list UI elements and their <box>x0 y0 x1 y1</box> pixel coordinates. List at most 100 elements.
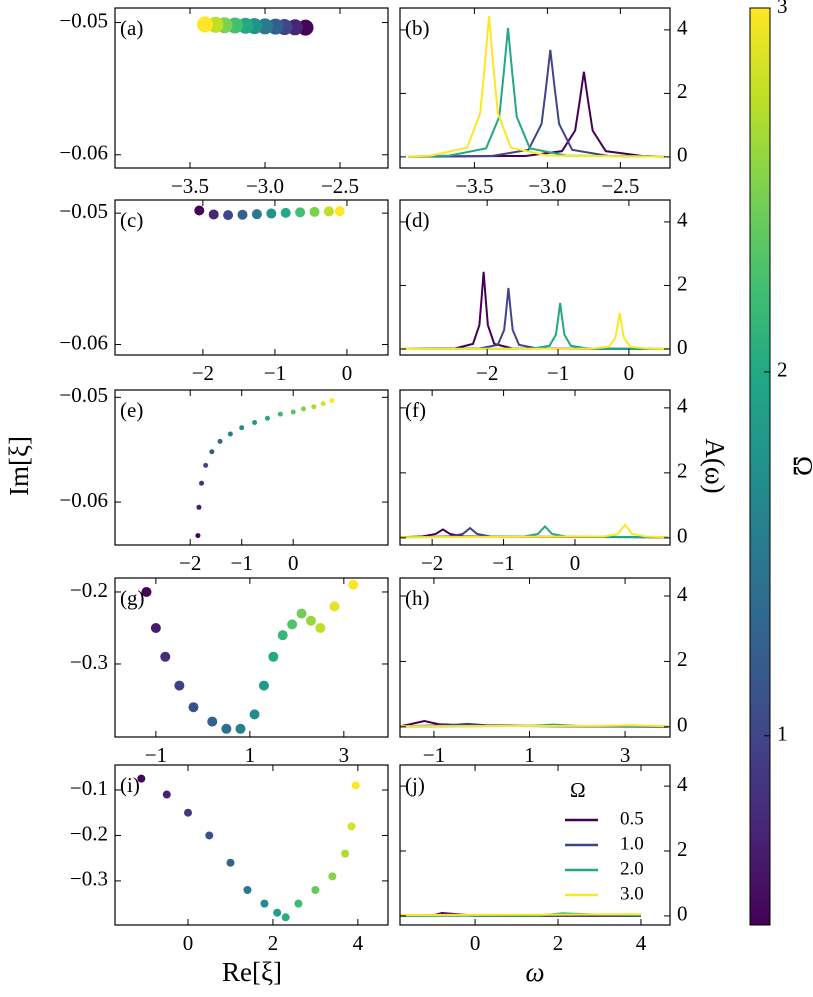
point <box>348 579 359 590</box>
plot-area <box>194 205 345 221</box>
frame <box>399 764 671 926</box>
x-tick-label: −3.5 <box>455 174 493 198</box>
point <box>320 401 326 407</box>
point <box>311 404 317 410</box>
y-tick-label: 4 <box>677 772 688 796</box>
x-tick-label: 3 <box>339 743 350 767</box>
x-tick-label: 3 <box>620 743 631 767</box>
point <box>217 438 223 444</box>
point <box>223 210 234 221</box>
line <box>402 271 668 350</box>
point <box>137 774 146 783</box>
point <box>205 831 214 840</box>
panel-label: (j) <box>405 773 425 797</box>
line <box>400 523 668 539</box>
point <box>334 206 345 217</box>
x-tick-label: −2.5 <box>321 174 359 198</box>
panel: −3.5 −3.0 −2.5 0 2 4 (b) <box>399 7 688 198</box>
panel-label: (g) <box>120 586 145 610</box>
x-tick-label: 2 <box>553 931 564 955</box>
point <box>141 586 152 597</box>
plot-area <box>137 774 360 922</box>
y-tick-label: 4 <box>677 394 688 418</box>
frame <box>114 389 389 546</box>
point <box>315 622 326 633</box>
line <box>402 287 668 350</box>
point <box>184 808 193 817</box>
panel-label: (i) <box>120 773 140 797</box>
y-tick-label: −0.3 <box>70 867 108 891</box>
x-tick-label: 0 <box>183 931 194 955</box>
y-tick-label: −0.1 <box>70 776 108 800</box>
plot-area <box>402 271 668 350</box>
colorbar-tick-label: 2 <box>777 358 788 382</box>
y-tick-label: 4 <box>677 208 688 232</box>
y-tick-label: 0 <box>677 902 688 926</box>
point <box>221 723 232 734</box>
line <box>402 302 668 350</box>
line <box>400 724 669 728</box>
y-tick-label: −0.06 <box>59 488 108 512</box>
x-tick-label: 4 <box>353 931 364 955</box>
panel-label: (f) <box>405 398 426 422</box>
point <box>162 790 171 799</box>
point <box>174 680 185 691</box>
y-tick-label: −0.3 <box>70 650 108 674</box>
point <box>208 209 219 220</box>
line <box>402 312 668 350</box>
frame <box>114 7 389 169</box>
x-tick-label: −1 <box>492 551 514 575</box>
x-tick-label: −3.5 <box>171 174 209 198</box>
x-tick-label: −2.5 <box>601 174 639 198</box>
point <box>251 209 262 220</box>
point <box>203 462 209 468</box>
point <box>194 205 205 216</box>
y-tick-label: −0.05 <box>59 8 108 32</box>
point <box>329 397 335 403</box>
x-tick-label: −2 <box>421 551 443 575</box>
panel: −1 1 3 −0.3 −0.2 (g) <box>70 577 389 767</box>
point <box>150 622 161 633</box>
x-tick-label: −2 <box>179 551 201 575</box>
panel-label: (h) <box>405 586 430 610</box>
y-tick-label: −0.2 <box>70 578 108 602</box>
frame <box>399 7 671 169</box>
point <box>329 601 340 612</box>
point <box>237 209 248 220</box>
x-tick-label: −3.0 <box>528 174 566 198</box>
point <box>239 425 245 431</box>
point <box>301 406 307 412</box>
point <box>294 899 303 908</box>
x-axis-label: ω <box>525 957 544 987</box>
plot-area <box>408 15 665 158</box>
point <box>195 533 201 539</box>
x-axis-label: Re[ξ] <box>222 957 282 987</box>
legend: Ω 0.5 1.0 2.0 3.0 <box>565 778 644 904</box>
point <box>235 723 246 734</box>
line <box>400 913 641 916</box>
panel: −2 −1 0 −0.06 −0.05 (c) <box>59 199 389 385</box>
point <box>196 504 202 510</box>
point <box>309 206 320 217</box>
panel-label: (b) <box>405 16 430 40</box>
colorbar-tick-label: 1 <box>777 722 788 746</box>
x-tick-label: −2 <box>192 361 214 385</box>
y-tick-label: 2 <box>677 271 688 295</box>
legend-label: 0.5 <box>620 808 644 829</box>
point <box>281 913 290 922</box>
y-tick-label: 0 <box>677 524 688 548</box>
y-tick-label: 4 <box>677 16 688 40</box>
frame <box>399 199 671 356</box>
point <box>160 651 171 662</box>
x-tick-label: 0 <box>570 551 581 575</box>
y-tick-label: 0 <box>677 143 688 167</box>
frame <box>399 577 671 738</box>
y-axis-label: A(ω) <box>700 438 730 493</box>
y-axis-label: Im[ξ] <box>4 436 34 496</box>
frame <box>399 389 671 546</box>
y-tick-label: 4 <box>677 582 688 606</box>
panel-label: (a) <box>120 16 143 40</box>
panel: −2 −1 0 0 2 4 (d) <box>399 199 688 385</box>
panel-label: (d) <box>405 208 430 232</box>
